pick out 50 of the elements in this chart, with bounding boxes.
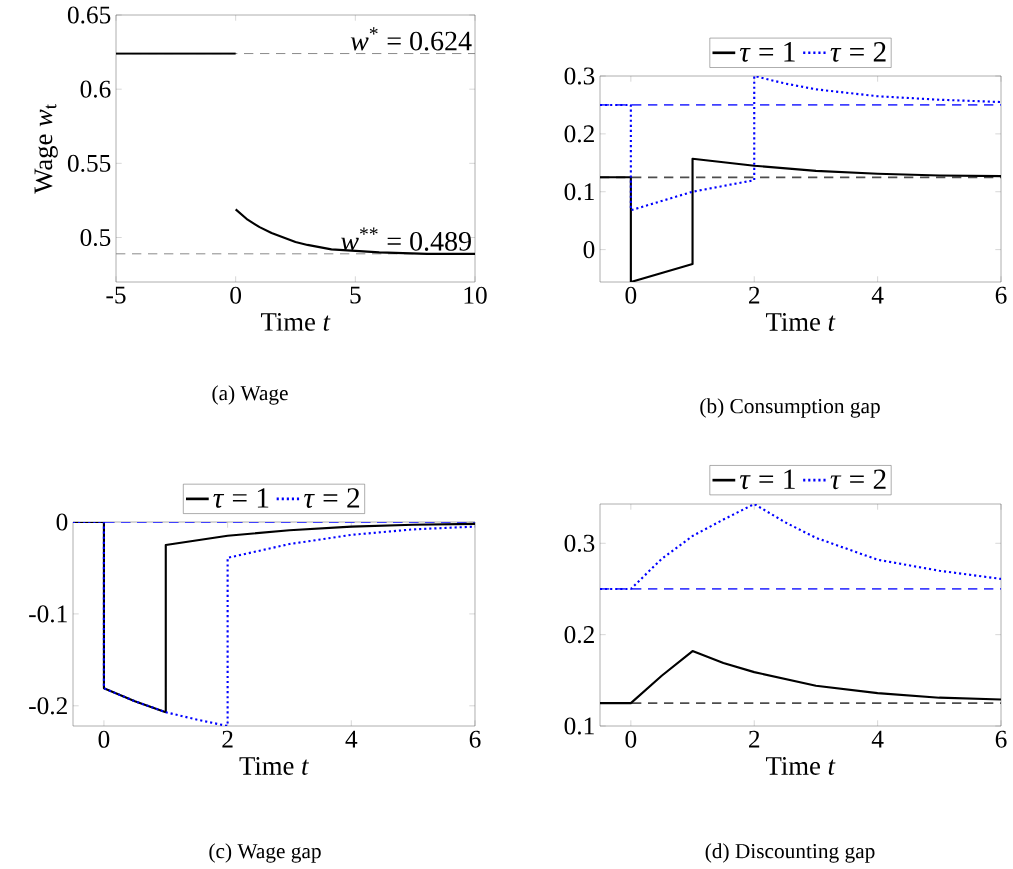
x-axis-title: Time t — [766, 756, 836, 775]
legend-label: τ = 2 — [304, 488, 360, 508]
x-tick-label: -5 — [106, 286, 126, 304]
y-tick-label: 0.2 — [564, 125, 594, 143]
x-tick-label: 5 — [350, 286, 361, 304]
x-tick-label: 0 — [230, 286, 242, 304]
x-tick-label: 6 — [995, 730, 1007, 748]
y-axis-title: Wage w$_{t}$ — [34, 104, 58, 194]
legend-label: τ = 2 — [830, 42, 886, 62]
text: (a) Wage — [212, 385, 288, 405]
y-tick-label: 0.2 — [564, 626, 594, 644]
text: (c) Wage gap — [209, 843, 321, 863]
x-axis-title: Time t — [766, 312, 836, 331]
x-tick-label: 10 — [464, 286, 487, 304]
y-tick-label: 0 — [56, 513, 68, 531]
legend-label: τ = 2 — [830, 469, 886, 490]
x-tick-label: 2 — [749, 730, 760, 748]
y-tick-label: 0.3 — [564, 534, 595, 552]
x-tick-label: 2 — [749, 286, 760, 304]
line-series — [600, 157, 1002, 283]
y-tick-label: 0.65 — [67, 6, 111, 24]
x-tick-label: 4 — [871, 730, 884, 748]
y-tick-label: 0.1 — [564, 717, 594, 735]
ref-line-label: w$^{*}$ = 0.624 — [350, 27, 472, 51]
x-tick-label: 0 — [625, 286, 637, 304]
legend-label: τ = 1 — [739, 42, 795, 62]
y-tick-label: 0.6 — [80, 80, 111, 98]
line-series — [600, 76, 1002, 212]
ref-line-label: w$^{**}$ = 0.489 — [341, 227, 471, 251]
legend-label: τ = 1 — [739, 469, 795, 490]
x-tick-label: 2 — [222, 730, 233, 748]
legend-label: τ = 1 — [213, 488, 269, 508]
x-tick-label: 4 — [871, 286, 884, 304]
y-tick-label: -0.1 — [29, 605, 67, 623]
line-series — [600, 650, 1002, 705]
text: (b) Consumption gap — [700, 398, 880, 418]
x-axis-title: Time t — [239, 756, 309, 775]
x-tick-label: 0 — [625, 730, 637, 748]
y-tick-label: 0 — [583, 241, 595, 259]
text: (d) Discounting gap — [705, 843, 875, 863]
x-tick-label: 6 — [469, 730, 481, 748]
y-tick-label: 0.5 — [80, 228, 111, 247]
line-series — [600, 504, 1002, 591]
x-tick-label: 4 — [345, 730, 358, 748]
x-tick-label: 6 — [995, 286, 1007, 304]
y-tick-label: 0.3 — [564, 67, 595, 85]
x-axis-title: Time t — [261, 312, 331, 331]
y-tick-label: -0.2 — [29, 697, 67, 715]
y-tick-label: 0.1 — [564, 183, 594, 201]
y-tick-label: 0.55 — [67, 154, 111, 172]
